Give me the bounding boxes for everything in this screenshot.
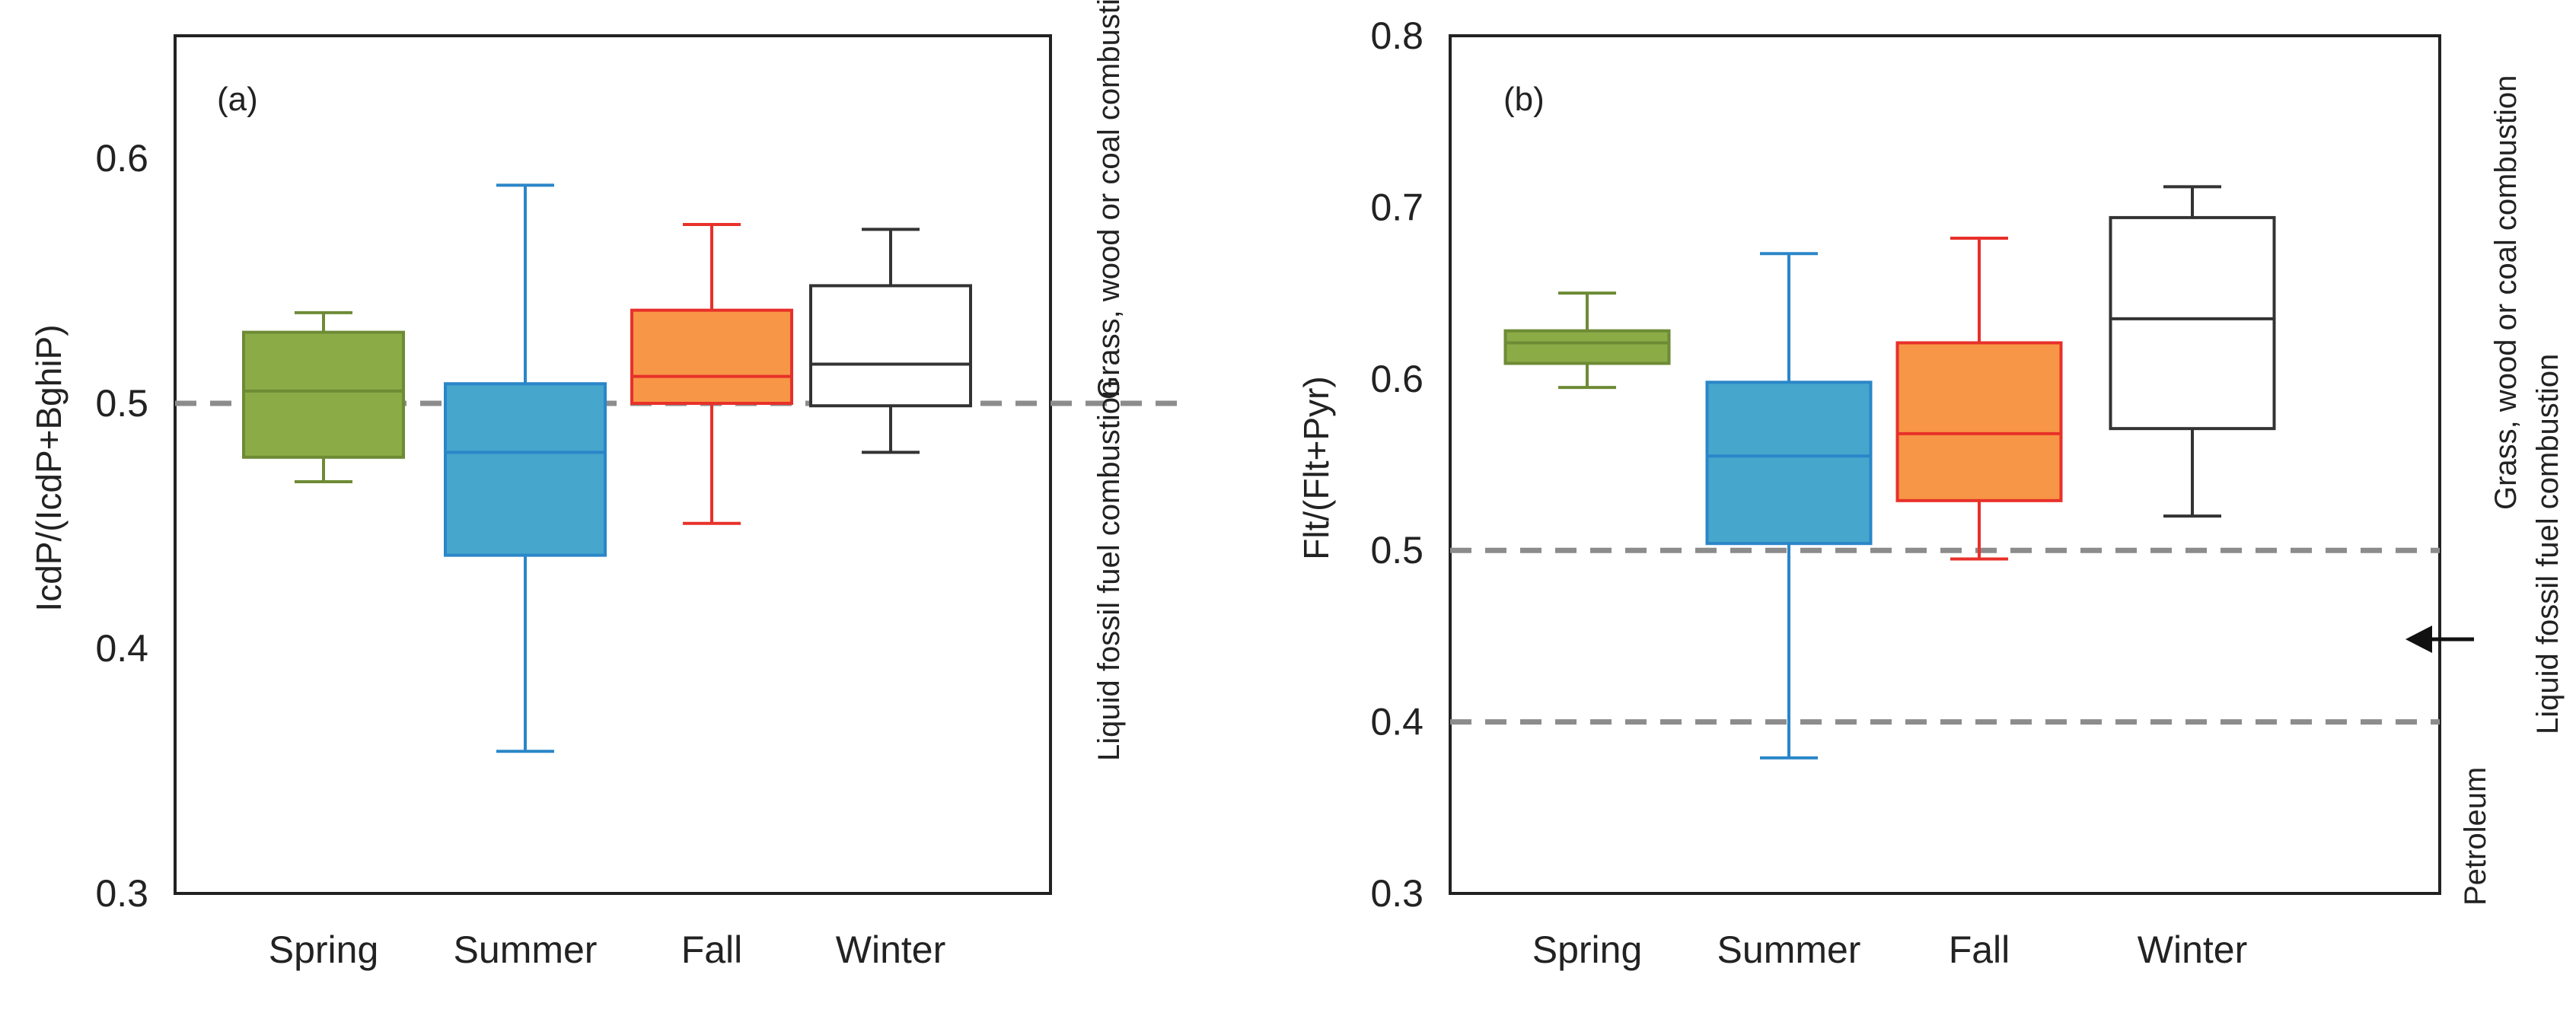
panel-a-annotation-upper: Grass, wood or coal combustion	[1092, 0, 1126, 400]
panel-a-annotation-lower: Liquid fossil fuel combustion	[1092, 381, 1126, 761]
y-tick-label: 0.6	[1370, 358, 1423, 400]
box-iqr	[630, 308, 793, 406]
x-tick-label: Winter	[2138, 928, 2247, 971]
panel-b-reference-lines	[1450, 547, 2440, 725]
panel-a-label: (a)	[217, 81, 258, 118]
panel-b-boxes	[1503, 185, 2276, 759]
panel-a: (a) IcdP/(IcdP+BghiP) 0.3 0.4 0.5 0.6 Sprin…	[29, 0, 1184, 971]
panel-a-y-ticks: 0.3 0.4 0.5 0.6	[95, 137, 148, 915]
panel-a-plot-frame	[174, 34, 1052, 895]
panel-a-x-ticks: Spring Summer Fall Winter	[269, 928, 946, 971]
box-iqr	[444, 382, 607, 557]
panel-a-boxes	[242, 183, 972, 753]
y-tick-label: 0.6	[95, 137, 148, 180]
x-tick-label: Spring	[269, 928, 379, 971]
box-iqr	[1895, 341, 2063, 502]
box-iqr	[2109, 215, 2276, 431]
box-winter	[2109, 185, 2276, 518]
y-tick-label: 0.5	[1370, 529, 1423, 572]
box-summer	[444, 183, 607, 753]
box-iqr	[242, 330, 405, 459]
y-tick-label: 0.7	[1370, 186, 1423, 228]
panel-b-y-ticks: 0.3 0.4 0.5 0.6 0.7 0.8	[1370, 14, 1423, 915]
x-tick-label: Fall	[1949, 928, 2010, 971]
x-tick-label: Winter	[836, 928, 945, 971]
x-tick-label: Fall	[681, 928, 743, 971]
box-fall	[1895, 236, 2063, 561]
box-iqr	[1503, 329, 1671, 365]
x-tick-label: Summer	[1717, 928, 1861, 971]
panel-b-annotation-upper: Grass, wood or coal combustion	[2489, 75, 2523, 510]
box-spring	[242, 310, 405, 484]
box-winter	[809, 228, 972, 454]
x-tick-label: Summer	[454, 928, 598, 971]
y-tick-label: 0.3	[1370, 872, 1423, 915]
y-tick-label: 0.4	[1370, 701, 1423, 744]
box-spring	[1503, 291, 1671, 390]
box-iqr	[809, 284, 972, 408]
left-arrow-icon	[2405, 626, 2474, 653]
x-tick-label: Spring	[1532, 928, 1643, 971]
panel-b-annotation-middle: Liquid fossil fuel combustion	[2531, 354, 2565, 734]
panel-b-label: (b)	[1503, 81, 1545, 118]
box-summer	[1705, 252, 1873, 759]
panel-b-ylabel: Flt/(Flt+Pyr)	[1296, 376, 1336, 559]
y-tick-label: 0.3	[95, 872, 148, 915]
panel-b-x-ticks: Spring Summer Fall Winter	[1532, 928, 2248, 971]
y-tick-label: 0.8	[1370, 14, 1423, 57]
box-iqr	[1705, 381, 1873, 546]
box-fall	[630, 222, 793, 525]
y-tick-label: 0.5	[95, 382, 148, 425]
panel-b-plot-frame	[1449, 34, 2441, 895]
panel-b-annotation-lower: Petroleum	[2459, 767, 2492, 906]
y-tick-label: 0.4	[95, 627, 148, 670]
panel-b: (b) Flt/(Flt+Pyr) 0.3 0.4 0.5 0.6 0.7 0.8 Spr…	[1296, 14, 2565, 971]
panel-a-ylabel: IcdP/(IcdP+BghiP)	[29, 324, 69, 611]
